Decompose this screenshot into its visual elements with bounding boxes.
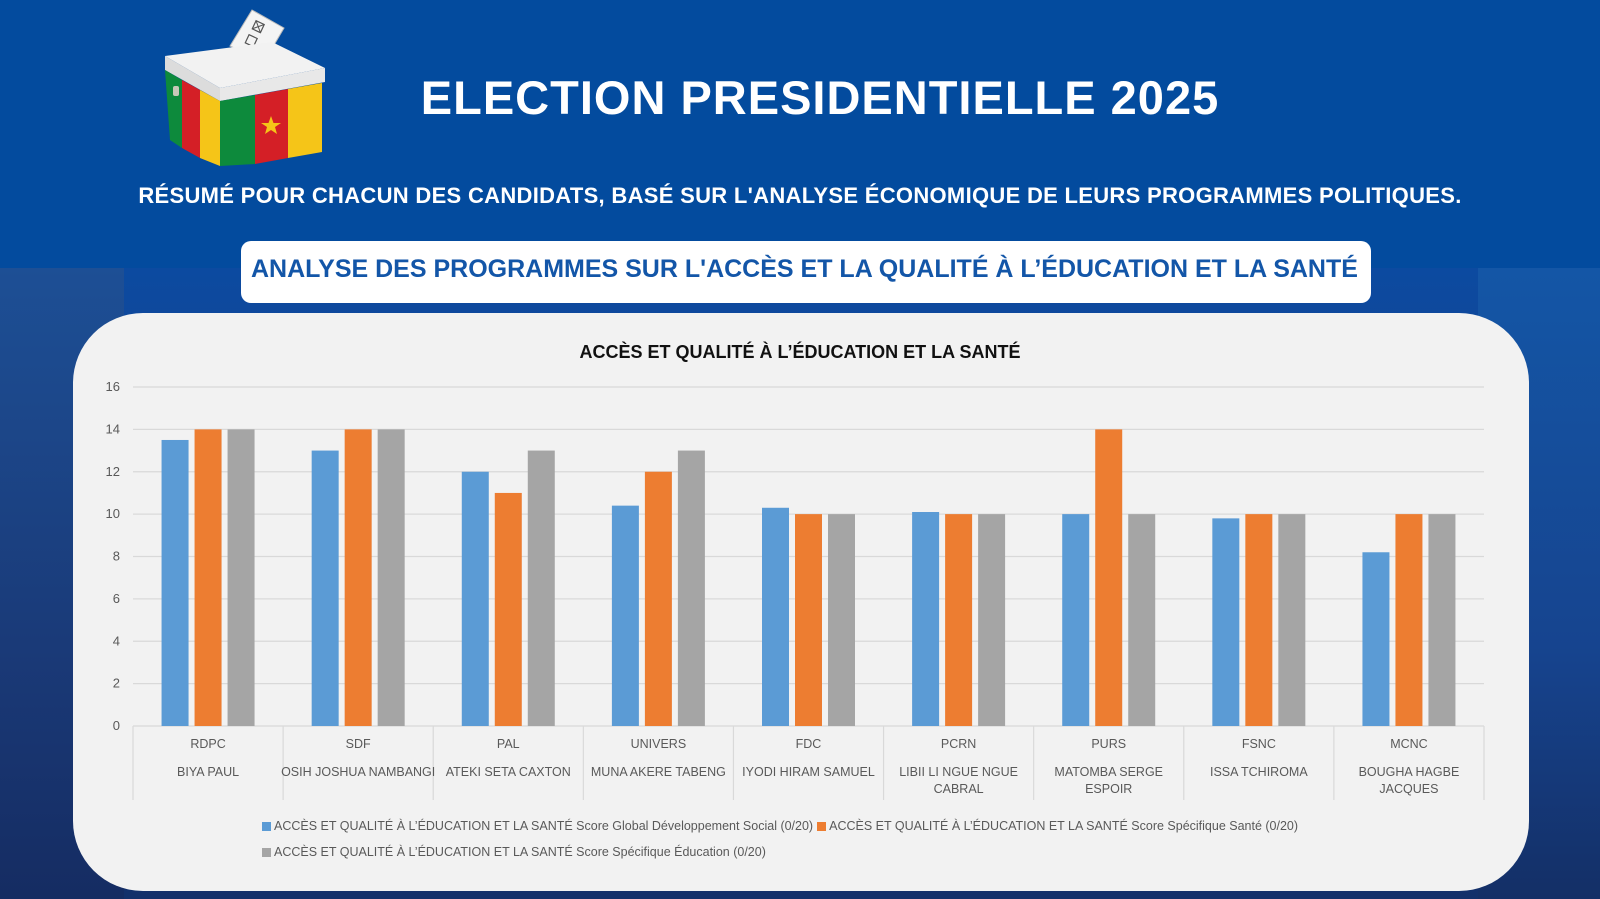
- legend-swatch-orange: [817, 821, 827, 831]
- x-axis-categories: RDPC BIYA PAUL SDF OSIH JOSHUA NAMBANGI PAL A…: [132, 726, 1485, 800]
- legend-item-sante: ACCÈS ET QUALITÉ À L’ÉDUCATION ET LA SAN…: [817, 819, 1298, 833]
- bar: [1362, 552, 1390, 726]
- bar: [828, 514, 855, 726]
- bar: [1128, 514, 1156, 726]
- page-subtitle: RÉSUMÉ POUR CHACUN DES CANDIDATS, BASÉ S…: [138, 183, 1462, 208]
- x-category-party: UNIVERS: [631, 737, 687, 751]
- legend-item-global-social: ACCÈS ET QUALITÉ À L’ÉDUCATION ET LA SAN…: [262, 819, 813, 833]
- x-category-candidate: OSIH JOSHUA NAMBANGI: [281, 765, 435, 779]
- bar: [912, 512, 940, 726]
- bar: [227, 429, 255, 726]
- bar: [762, 507, 789, 726]
- x-category-candidate: ISSA TCHIROMA: [1210, 765, 1308, 779]
- x-category-party: PCRN: [941, 737, 976, 751]
- legend-label: ACCÈS ET QUALITÉ À L’ÉDUCATION ET LA SAN…: [274, 845, 766, 859]
- bar: [527, 450, 555, 726]
- bar: [1278, 514, 1306, 726]
- chart-title: ACCÈS ET QUALITÉ À L’ÉDUCATION ET LA SAN…: [579, 342, 1021, 362]
- bar: [344, 429, 372, 726]
- legend-swatch-blue: [262, 821, 271, 831]
- bars: [161, 429, 1456, 726]
- x-category-party: SDF: [346, 737, 371, 751]
- bar: [611, 505, 639, 726]
- bar: [1245, 514, 1273, 726]
- legend-label: ACCÈS ET QUALITÉ À L’ÉDUCATION ET LA SAN…: [274, 819, 814, 833]
- y-axis-ticks: 0 2 4 6 8 10 12 14 16: [106, 379, 120, 733]
- x-category-candidate: LIBII LI NGUE NGUE: [899, 765, 1018, 779]
- bar: [494, 492, 522, 726]
- legend-label: ACCÈS ET QUALITÉ À L’ÉDUCATION ET LA SAN…: [829, 819, 1299, 833]
- bar: [1395, 514, 1423, 726]
- y-tick-label: 16: [106, 379, 120, 394]
- bar: [644, 471, 672, 726]
- bar: [795, 514, 822, 726]
- legend-item-education: ACCÈS ET QUALITÉ À L’ÉDUCATION ET LA SAN…: [262, 845, 766, 859]
- x-category-candidate: ATEKI SETA CAXTON: [446, 765, 571, 779]
- x-category-candidate: CABRAL: [934, 782, 984, 796]
- x-category-candidate: ESPOIR: [1085, 782, 1132, 796]
- bar: [1062, 514, 1090, 726]
- y-tick-label: 12: [106, 464, 120, 479]
- legend-swatch-gray: [262, 847, 271, 857]
- x-category-party: FSNC: [1242, 737, 1276, 751]
- y-tick-label: 0: [113, 718, 120, 733]
- bar: [161, 439, 189, 726]
- x-category-candidate: JACQUES: [1379, 782, 1438, 796]
- bar: [377, 429, 405, 726]
- bar: [461, 471, 489, 726]
- x-category-candidate: IYODI HIRAM SAMUEL: [742, 765, 875, 779]
- section-title-box: ANALYSE DES PROGRAMMES SUR L'ACCÈS ET LA…: [241, 241, 1371, 303]
- y-tick-label: 4: [113, 633, 120, 648]
- ballot-box-icon: [165, 9, 325, 166]
- legend-row: ACCÈS ET QUALITÉ À L’ÉDUCATION ET LA SAN…: [262, 839, 1362, 865]
- padlock-icon: [173, 86, 179, 96]
- x-category-party: RDPC: [190, 737, 225, 751]
- x-category-party: PAL: [497, 737, 520, 751]
- x-category-party: PURS: [1091, 737, 1126, 751]
- y-tick-label: 10: [106, 506, 120, 521]
- x-category-candidate: MUNA AKERE TABENG: [591, 765, 726, 779]
- x-category-candidate: BOUGHA HAGBE: [1359, 765, 1460, 779]
- bar: [1095, 429, 1123, 726]
- bar: [945, 514, 973, 726]
- x-category-party: MCNC: [1390, 737, 1428, 751]
- y-tick-label: 8: [113, 549, 120, 564]
- legend-row: ACCÈS ET QUALITÉ À L’ÉDUCATION ET LA SAN…: [262, 813, 1362, 839]
- y-tick-label: 6: [113, 591, 120, 606]
- chart-legend: ACCÈS ET QUALITÉ À L’ÉDUCATION ET LA SAN…: [262, 813, 1362, 865]
- bar: [1428, 514, 1456, 726]
- x-category-party: FDC: [796, 737, 822, 751]
- section-title: ANALYSE DES PROGRAMMES SUR L'ACCÈS ET LA…: [251, 255, 1358, 283]
- bar: [677, 450, 705, 726]
- y-tick-label: 14: [106, 421, 120, 436]
- bar: [978, 514, 1006, 726]
- page-title: ELECTION PRESIDENTIELLE 2025: [420, 71, 1220, 124]
- star-icon: [261, 116, 281, 134]
- bar: [311, 450, 339, 726]
- x-category-candidate: MATOMBA SERGE: [1054, 765, 1163, 779]
- bar: [194, 429, 222, 726]
- y-tick-label: 2: [113, 676, 120, 691]
- x-category-candidate: BIYA PAUL: [177, 765, 239, 779]
- bar: [1212, 518, 1240, 726]
